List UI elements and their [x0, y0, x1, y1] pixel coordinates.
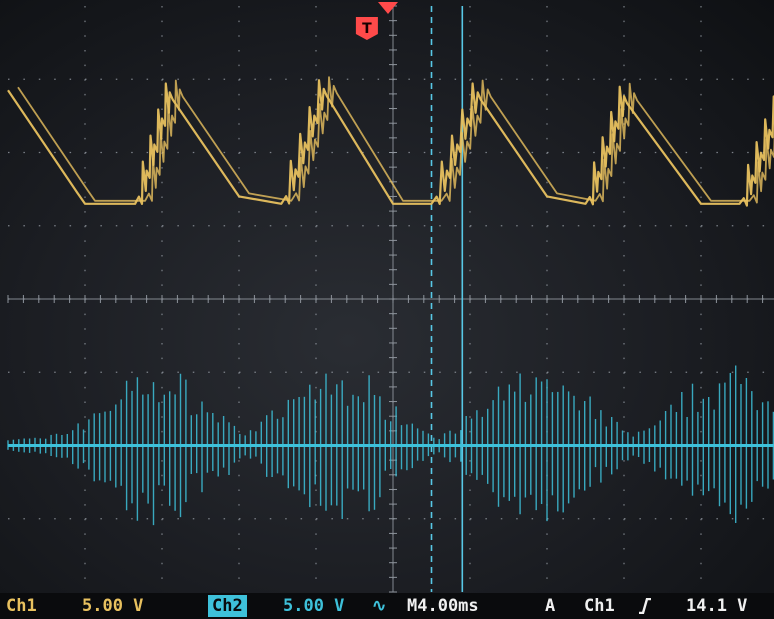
acquire-mode: A — [545, 596, 556, 616]
ch1-label[interactable]: Ch1 — [6, 596, 37, 616]
trigger-level: 14.1 V — [686, 596, 748, 616]
trigger-source[interactable]: Ch1 — [584, 596, 615, 616]
status-bar: Ch1 5.00 V Ch2 5.00 V ∿ M4.00ms A Ch1 14… — [0, 593, 774, 619]
trigger-position-icon — [378, 2, 398, 14]
ch2-label[interactable]: Ch2 — [208, 595, 247, 617]
ch2-waveform — [7, 365, 774, 526]
cursor-layer — [430, 6, 464, 592]
ch1-scale: 5.00 V — [82, 596, 144, 616]
trigger-marker-shape — [355, 17, 378, 40]
trigger-marker: T — [355, 17, 378, 40]
grid — [7, 5, 774, 593]
ch2-scale: 5.00 V — [283, 596, 345, 616]
ch1-trace-ghost — [17, 76, 774, 204]
ch1-trace — [7, 79, 774, 207]
waveform-screen: T — [7, 2, 774, 593]
ch2-coupling-icon: ∿ — [372, 596, 387, 616]
timebase[interactable]: M4.00ms — [407, 596, 479, 616]
rising-edge-icon — [638, 593, 652, 619]
marker-layer: T — [355, 2, 398, 40]
ch1-waveform — [7, 76, 774, 207]
trigger-marker-label: T — [362, 21, 372, 37]
